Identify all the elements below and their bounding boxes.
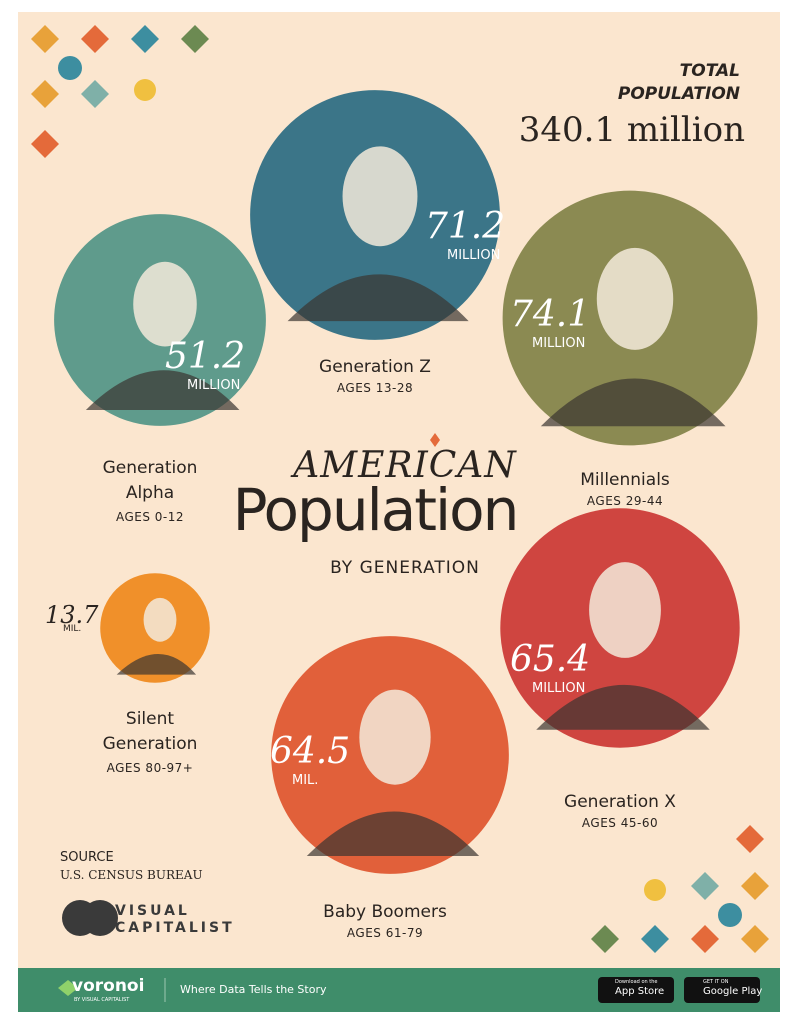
generation-ages: AGES 29-44	[586, 494, 664, 508]
unit-label: MILLION	[187, 378, 241, 393]
portrait-body	[116, 654, 197, 675]
value-label: 64.5	[270, 731, 351, 772]
footer-tagline: Where Data Tells the Story	[180, 983, 327, 996]
value-label: 65.4	[510, 639, 591, 680]
portrait-body	[540, 378, 726, 427]
title-line1: AMERICAN	[293, 445, 517, 486]
generation-name: Millennials	[580, 470, 670, 490]
badge-small: GET IT ON	[703, 979, 729, 985]
title-line3: BY GENERATION	[330, 558, 480, 578]
generation-ages: AGES 0-12	[115, 510, 185, 524]
brand-icon	[82, 900, 118, 936]
brand-name: VISUAL	[115, 903, 190, 919]
generation-ages: AGES 80-97+	[106, 761, 194, 775]
google-play-badge[interactable]	[684, 977, 760, 1003]
badge-text: App Store	[615, 986, 665, 997]
portrait-head	[596, 247, 674, 350]
portrait-body	[287, 274, 469, 322]
source-text: U.S. CENSUS BUREAU	[60, 868, 203, 882]
app-store-badge[interactable]	[598, 977, 674, 1003]
footer-logo: voronoi	[72, 976, 145, 996]
generation-name: Generation Alpha	[102, 458, 198, 503]
total-label: TOTAL POPULATION	[617, 61, 740, 104]
portrait-head	[589, 562, 661, 658]
value-label: 13.7	[45, 601, 99, 629]
generation-ages: AGES 13-28	[336, 381, 414, 395]
title-line2: Population	[232, 476, 520, 544]
portrait-head	[133, 261, 197, 347]
brand-name: CAPITALIST	[115, 920, 235, 936]
generation-ages: AGES 61-79	[346, 926, 424, 940]
unit-label: MILLION	[447, 248, 501, 263]
portrait-head	[359, 689, 431, 785]
value-label: 74.1	[510, 294, 591, 335]
unit-label: MIL.	[63, 624, 82, 634]
portrait-head	[143, 597, 177, 642]
portrait-head	[342, 146, 418, 247]
portrait-body	[306, 811, 480, 857]
portrait-body	[85, 370, 240, 411]
value-label: 51.2	[165, 336, 246, 377]
unit-label: MILLION	[532, 681, 586, 696]
generation-name: Generation Z	[319, 357, 431, 377]
generation-name: Silent Generation	[102, 709, 198, 754]
footer-logo-sub: BY VISUAL CAPITALIST	[74, 997, 130, 1003]
total-value: 340.1 million	[518, 110, 745, 150]
voronoi-icon	[58, 980, 78, 996]
decoration	[31, 25, 769, 953]
generation-name: Generation X	[564, 792, 676, 812]
badge-small: Download on the	[615, 979, 658, 985]
source-label: SOURCE	[60, 850, 114, 865]
badge-text: Google Play	[703, 986, 763, 997]
unit-label: MILLION	[532, 336, 586, 351]
unit-label: MIL.	[292, 773, 319, 788]
generation-ages: AGES 45-60	[581, 816, 659, 830]
generation-name: Baby Boomers	[323, 902, 447, 922]
value-label: 71.2	[425, 206, 506, 247]
portrait-body	[536, 684, 710, 730]
